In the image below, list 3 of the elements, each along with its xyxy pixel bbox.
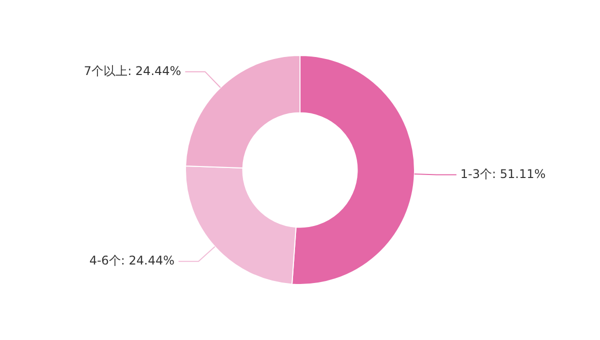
slice-label: 1-3个: 51.11% <box>460 166 546 181</box>
slice-label: 4-6个: 24.44% <box>89 253 175 268</box>
slice-label: 7个以上: 24.44% <box>84 64 182 78</box>
